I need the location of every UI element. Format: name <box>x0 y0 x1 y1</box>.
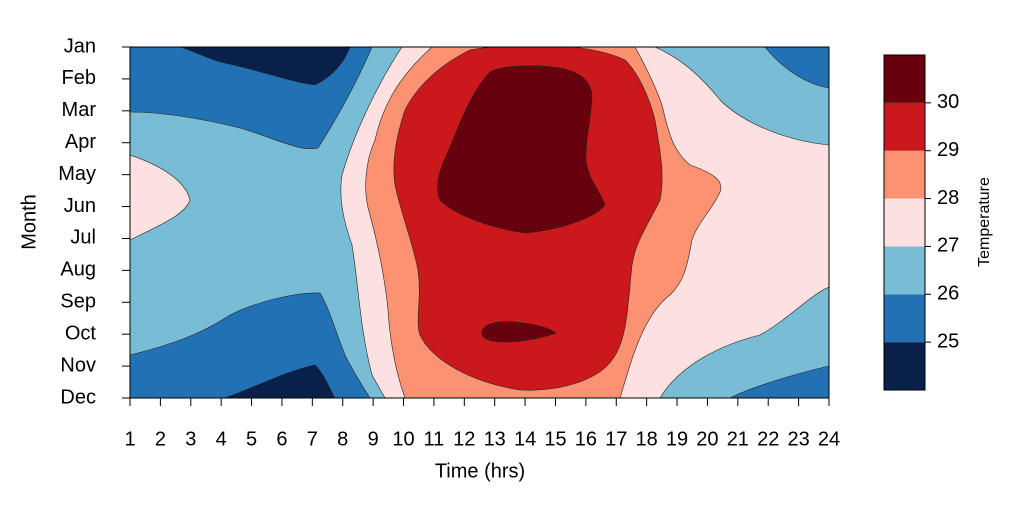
y-tick-label: Aug <box>60 259 96 281</box>
contour-region <box>130 154 191 241</box>
x-tick-label: 12 <box>453 428 475 450</box>
colorbar-tick-label: 28 <box>937 187 959 209</box>
colorbar-band <box>884 246 925 295</box>
colorbar-band <box>884 342 925 390</box>
contour-plot <box>130 47 829 398</box>
colorbar-tick-label: 27 <box>937 235 959 257</box>
y-tick-label: Feb <box>62 67 96 89</box>
x-tick-label: 5 <box>246 428 257 450</box>
y-tick-label: Dec <box>60 386 96 408</box>
colorbar-band <box>884 294 925 343</box>
contour-region <box>224 364 336 398</box>
x-tick-label: 19 <box>666 428 688 450</box>
x-tick-label: 18 <box>636 428 658 450</box>
plot-frame <box>129 46 830 399</box>
x-tick-label: 9 <box>368 428 379 450</box>
y-tick-label: Nov <box>60 354 96 376</box>
x-tick-label: 21 <box>727 428 749 450</box>
x-tick-label: 10 <box>392 428 414 450</box>
x-tick-label: 16 <box>575 428 597 450</box>
x-tick-label: 15 <box>544 428 566 450</box>
x-axis-label: Time (hrs) <box>435 460 525 482</box>
contour-region <box>481 321 557 343</box>
contour-region <box>437 65 606 234</box>
x-tick-label: 2 <box>155 428 166 450</box>
x-tick-label: 14 <box>514 428 536 450</box>
contour-region <box>179 47 351 86</box>
y-tick-label: Sep <box>60 291 96 313</box>
x-tick-label: 11 <box>424 428 445 450</box>
y-tick-label: Jun <box>64 195 96 217</box>
x-tick-label: 20 <box>696 428 718 450</box>
colorbar-tick-label: 25 <box>937 330 959 352</box>
y-tick-label: Mar <box>62 99 97 121</box>
y-tick-label: Jan <box>64 35 96 57</box>
colorbar-tick-label: 29 <box>937 139 959 161</box>
y-tick-label: May <box>58 163 96 185</box>
x-tick-label: 17 <box>605 428 627 450</box>
colorbar-tick-label: 26 <box>937 283 959 305</box>
x-tick-label: 3 <box>185 428 196 450</box>
x-tick-label: 1 <box>124 428 135 450</box>
colorbar-label: Temperature <box>976 177 993 267</box>
colorbar-band <box>884 198 925 247</box>
x-tick-label: 6 <box>276 428 287 450</box>
y-tick-label: Jul <box>70 227 96 249</box>
x-tick-label: 13 <box>484 428 506 450</box>
y-axis-label: Month <box>18 194 40 250</box>
y-tick-label: Apr <box>65 131 96 153</box>
x-tick-label: 24 <box>818 428 840 450</box>
colorbar-band <box>884 102 925 151</box>
x-tick-label: 8 <box>337 428 348 450</box>
x-tick-label: 4 <box>216 428 227 450</box>
y-tick-label: Oct <box>65 322 97 344</box>
x-tick-label: 7 <box>307 428 318 450</box>
colorbar-band <box>884 150 925 199</box>
x-tick-label: 23 <box>787 428 809 450</box>
x-tick-label: 22 <box>757 428 779 450</box>
colorbar-tick-label: 30 <box>937 91 959 113</box>
colorbar-frame <box>883 54 926 391</box>
colorbar-band <box>884 55 925 103</box>
